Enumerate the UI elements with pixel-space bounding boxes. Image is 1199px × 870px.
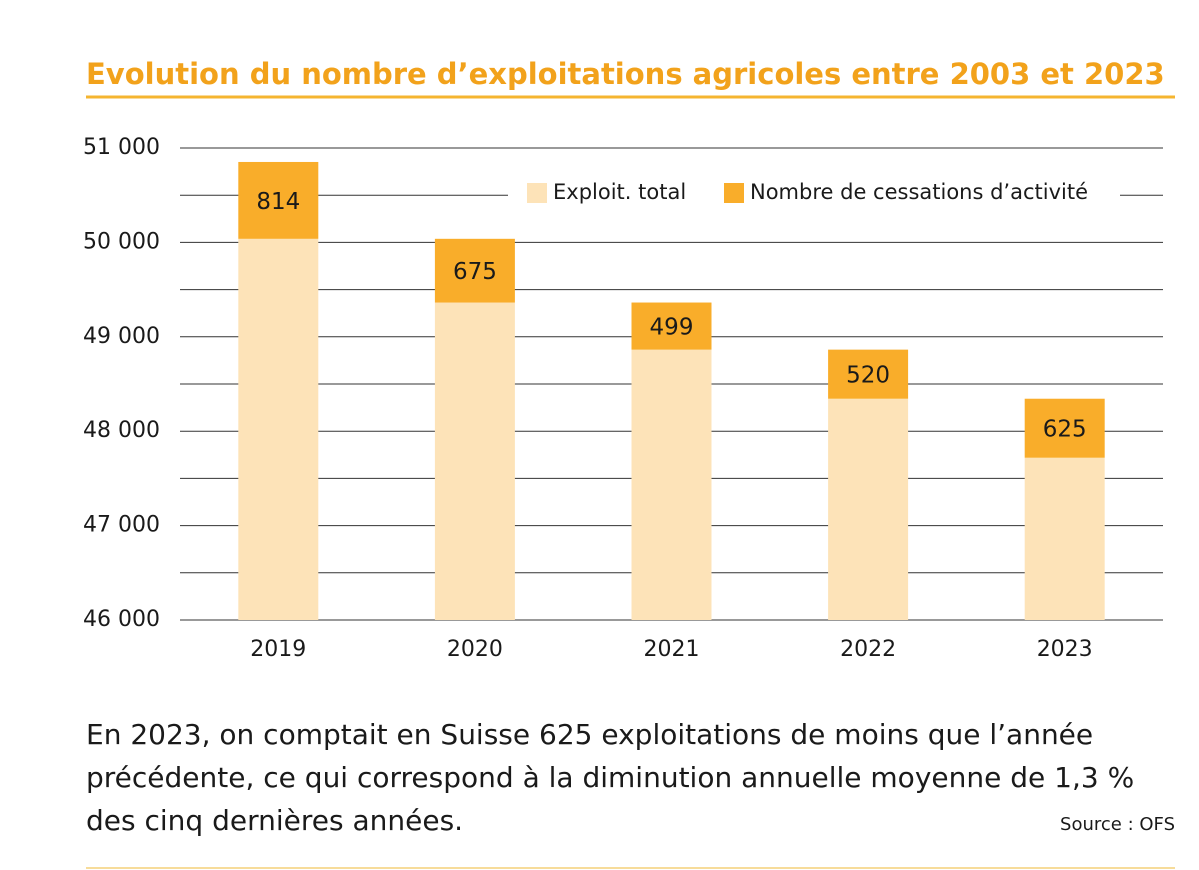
legend-swatch: [724, 183, 744, 203]
legend-label: Exploit. total: [553, 180, 686, 204]
bar-segment: [631, 302, 712, 350]
x-tick-label: 2020: [447, 637, 503, 662]
bar-segment: [238, 238, 319, 620]
bar-segment: [238, 161, 319, 239]
legend-background: [508, 175, 1120, 211]
bar-segment: [1024, 398, 1105, 458]
bar-segment: [828, 349, 909, 399]
y-tick-label: 51 000: [83, 135, 160, 160]
x-tick-label: 2023: [1037, 637, 1093, 662]
caption-line: des cinq dernières années.: [86, 804, 463, 837]
y-tick-label: 47 000: [83, 513, 160, 538]
x-tick-label: 2021: [644, 637, 700, 662]
value-label: 814: [256, 189, 300, 215]
y-tick-label: 46 000: [83, 607, 160, 632]
value-label: 520: [846, 363, 890, 389]
value-label: 625: [1043, 417, 1087, 443]
bar-segment: [828, 398, 909, 620]
bar-segment: [631, 349, 712, 620]
y-tick-label: 48 000: [83, 418, 160, 443]
x-tick-label: 2019: [250, 637, 306, 662]
chart-title: Evolution du nombre d’exploitations agri…: [86, 57, 1165, 91]
y-tick-label: 50 000: [83, 229, 160, 254]
bar-segment: [1024, 457, 1105, 620]
legend-label: Nombre de cessations d’activité: [750, 180, 1088, 204]
caption-line: précédente, ce qui correspond à la dimin…: [86, 761, 1134, 794]
source: Source : OFS: [1060, 814, 1175, 835]
bar-segment: [434, 238, 515, 303]
caption-line: En 2023, on comptait en Suisse 625 explo…: [86, 718, 1093, 751]
legend-swatch: [527, 183, 547, 203]
value-label: 499: [650, 315, 694, 341]
value-label: 675: [453, 259, 497, 285]
y-tick-label: 49 000: [83, 324, 160, 349]
bar-segment: [434, 302, 515, 620]
x-tick-label: 2022: [840, 637, 896, 662]
